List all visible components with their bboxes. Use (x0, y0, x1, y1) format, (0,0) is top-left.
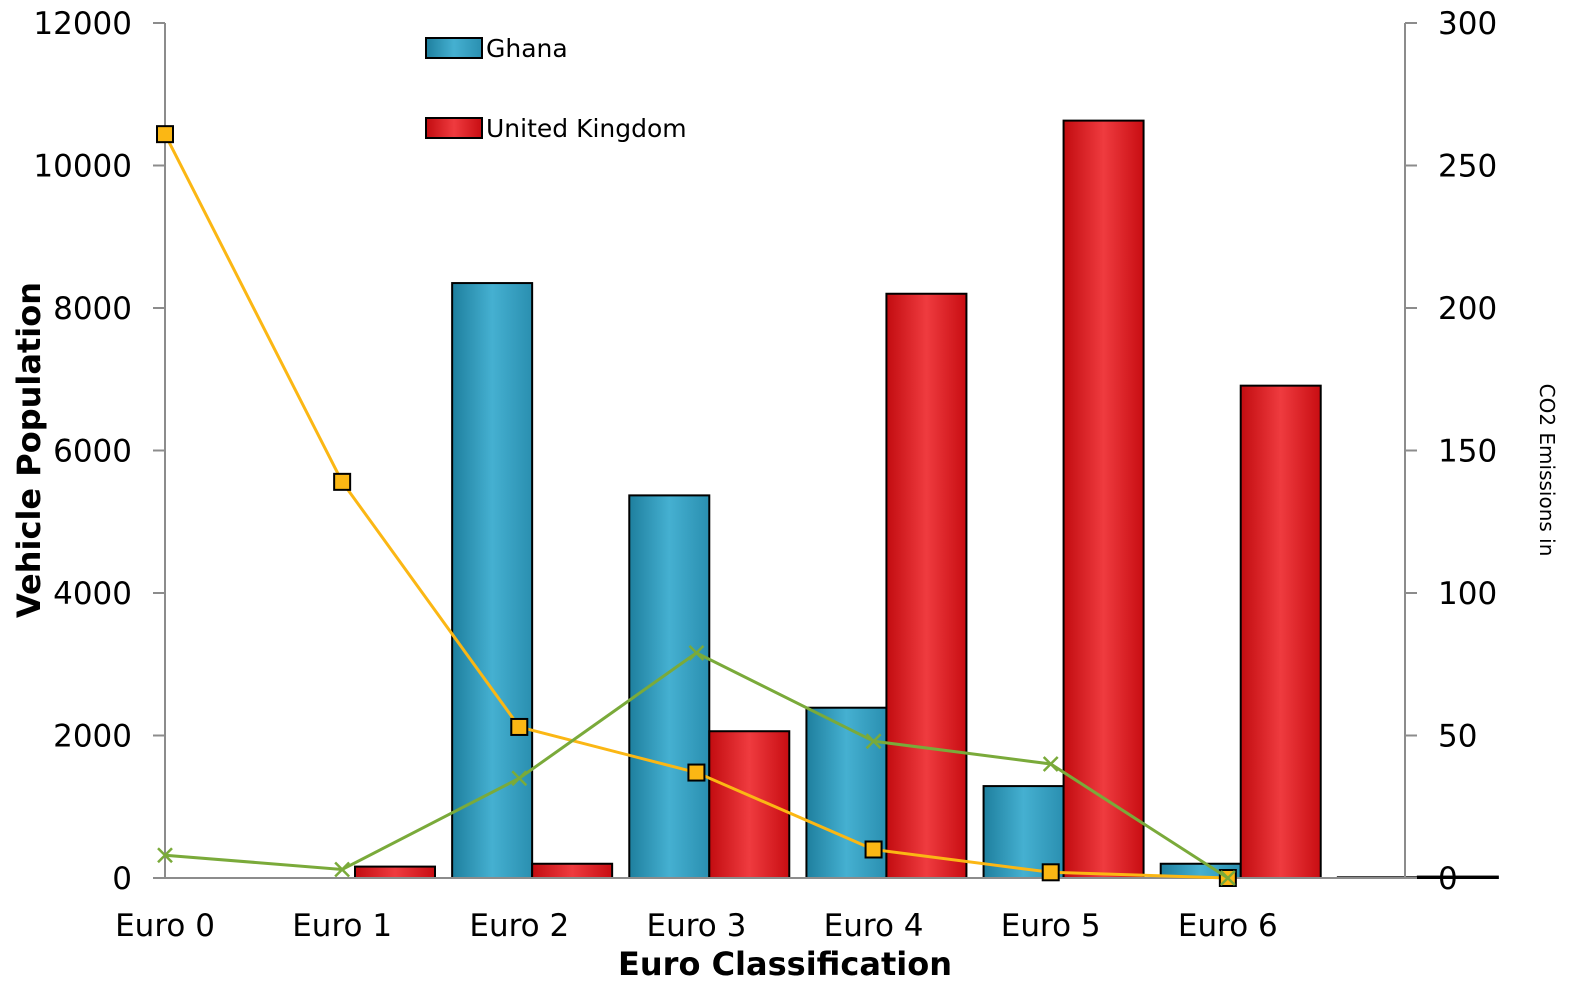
point-series-3-2 (511, 770, 528, 787)
x-tick-label: Euro 1 (292, 908, 392, 944)
y2-tick-label: 300 (1438, 6, 1497, 42)
point-series-3-0 (157, 847, 173, 864)
y-axis-title: Vehicle Population (10, 282, 48, 618)
x-tick-label: Euro 5 (1001, 908, 1101, 944)
x-axis-title: Euro Classification (618, 945, 952, 981)
point-series-3-3 (688, 644, 705, 661)
bar-united-kingdom-1 (531, 862, 614, 879)
point-series-2-2 (510, 717, 529, 736)
x-tick-label: Euro 3 (647, 908, 747, 944)
x-tick-label: Euro 6 (1178, 908, 1278, 944)
bar-united-kingdom-4 (1062, 119, 1145, 880)
bar-ghana-2 (628, 494, 711, 879)
point-series-2-3 (687, 763, 706, 782)
y-tick-label: 6000 (53, 434, 132, 470)
legend: Ghana United Kingdom (425, 34, 687, 143)
point-series-3-4 (865, 733, 882, 750)
lines-layer (156, 125, 1237, 887)
y2-tick-label: 200 (1438, 291, 1497, 327)
x-tick-label: Euro 4 (824, 908, 924, 944)
y-tick-label: 8000 (53, 291, 132, 327)
y2-tick-label: 50 (1438, 719, 1477, 755)
bar-united-kingdom-6 (1416, 875, 1499, 880)
legend-label-uk: United Kingdom (486, 114, 687, 143)
legend-swatch-uk (425, 117, 483, 139)
y2-tick-label: 150 (1438, 434, 1497, 470)
legend-swatch-ghana (425, 37, 483, 59)
point-series-2-5 (1041, 863, 1060, 882)
bar-ghana-4 (982, 785, 1065, 880)
y-tick-label: 10000 (33, 149, 132, 185)
y2-tick-label: 250 (1438, 149, 1497, 185)
point-series-2-4 (864, 840, 883, 859)
point-series-2-0 (156, 125, 174, 144)
bar-united-kingdom-5 (1239, 384, 1322, 879)
y-tick-label: 2000 (53, 719, 132, 755)
x-tick-label: Euro 0 (115, 908, 215, 944)
axes-layer: 0 2000 4000 6000 8000 10000 12000 0 50 100 150 200 2… (33, 6, 1497, 944)
bar-united-kingdom-2 (708, 730, 791, 879)
point-series-3-6 (1219, 870, 1236, 886)
point-series-3-5 (1042, 756, 1059, 772)
bars-layer (354, 119, 1499, 880)
bar-united-kingdom-0 (354, 865, 436, 879)
y2-tick-label: 100 (1438, 576, 1497, 612)
x-tick-label: Euro 2 (469, 908, 569, 944)
bar-united-kingdom-3 (885, 292, 968, 879)
bar-ghana-1 (451, 282, 534, 879)
y-tick-label: 12000 (33, 6, 132, 42)
point-series-2-1 (333, 472, 352, 491)
y-tick-label: 0 (112, 861, 132, 897)
y2-axis-title: CO2 Emissions in (1535, 384, 1559, 557)
y2-tick-label: 0 (1438, 861, 1458, 897)
y-tick-label: 4000 (53, 576, 132, 612)
point-series-3-1 (334, 861, 351, 878)
legend-label-ghana: Ghana (486, 34, 568, 63)
